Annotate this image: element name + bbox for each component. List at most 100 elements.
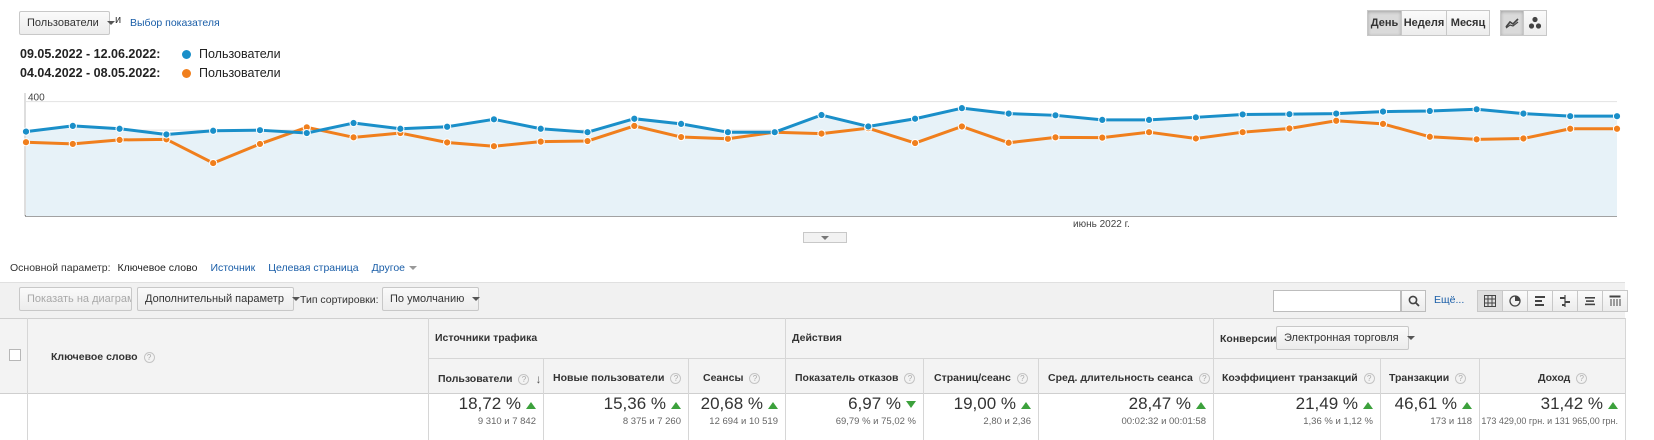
data-point bbox=[302, 128, 311, 138]
data-point bbox=[957, 122, 966, 131]
more-options-link[interactable]: Ещё... bbox=[1434, 294, 1465, 306]
data-point bbox=[443, 122, 452, 131]
data-point bbox=[209, 158, 218, 168]
data-point bbox=[1098, 115, 1107, 124]
total-compare: 173 429,00 грн. и 131 965,00 грн. bbox=[1481, 416, 1618, 426]
table-search-input[interactable] bbox=[1273, 290, 1401, 312]
data-point bbox=[817, 110, 826, 120]
column-header-users[interactable]: Пользователи? ↓ bbox=[438, 372, 541, 386]
column-header-pages-per-session[interactable]: Страниц/сеанс? bbox=[934, 372, 1028, 384]
trend-up-icon bbox=[671, 401, 681, 409]
table-header-checkbox[interactable] bbox=[9, 349, 21, 361]
dimension-other-dropdown[interactable]: Другое bbox=[371, 262, 418, 274]
data-point bbox=[1472, 105, 1481, 114]
chevron-down-icon bbox=[821, 235, 829, 240]
data-point bbox=[115, 124, 124, 133]
total-value: 15,36 % bbox=[603, 394, 666, 413]
sort-desc-icon: ↓ bbox=[535, 372, 542, 386]
secondary-dimension-select[interactable]: Дополнительный параметр bbox=[137, 287, 300, 311]
legend-series-name: Пользователи bbox=[199, 47, 281, 61]
dimension-landing-page-link[interactable]: Целевая страница bbox=[268, 262, 359, 274]
legend-previous-period: 04.04.2022 - 08.05.2022: Пользователи bbox=[20, 66, 281, 80]
data-point bbox=[255, 139, 265, 149]
column-header-transactions[interactable]: Транзакции? bbox=[1389, 372, 1467, 384]
chevron-down-icon bbox=[409, 266, 418, 270]
and-label: и bbox=[115, 14, 122, 26]
legend-current-period: 09.05.2022 - 12.06.2022: Пользователи bbox=[20, 47, 281, 61]
metric-header-row-divider bbox=[428, 358, 1625, 359]
column-header-revenue[interactable]: Доход? bbox=[1538, 372, 1588, 384]
data-point bbox=[1004, 138, 1013, 147]
sort-type-select[interactable]: По умолчанию bbox=[382, 287, 481, 311]
data-point bbox=[21, 127, 31, 136]
show-on-chart-label: Показать на диаграмме bbox=[27, 293, 131, 305]
data-point bbox=[1378, 119, 1388, 128]
column-header-label: Пользователи bbox=[438, 373, 513, 385]
data-point bbox=[1612, 124, 1622, 133]
view-pie-button[interactable] bbox=[1502, 290, 1528, 312]
data-point bbox=[1238, 128, 1247, 137]
data-point bbox=[162, 130, 171, 139]
group-header-conversions: Конверсии bbox=[1220, 333, 1277, 345]
column-header-label: Сред. длительность сеанса bbox=[1048, 372, 1193, 384]
column-header-label: Сеансы bbox=[703, 372, 744, 384]
column-header-transaction-rate[interactable]: Коэффициент транзакций? bbox=[1222, 372, 1375, 384]
data-point bbox=[349, 118, 358, 128]
data-point bbox=[1566, 124, 1575, 133]
metric-select[interactable]: Пользователи bbox=[19, 11, 115, 35]
view-term-cloud-button[interactable] bbox=[1577, 290, 1603, 312]
view-table-button[interactable] bbox=[1477, 290, 1503, 312]
data-point bbox=[1144, 128, 1154, 137]
help-icon: ? bbox=[518, 373, 530, 385]
data-point bbox=[677, 132, 686, 142]
column-header-avg-session-duration[interactable]: Сред. длительность сеанса? bbox=[1048, 372, 1210, 384]
help-icon: ? bbox=[670, 372, 682, 384]
conversion-type-select[interactable]: Электронная торговля bbox=[1276, 326, 1415, 350]
dimension-other-label: Другое bbox=[371, 262, 406, 274]
column-header-new-users[interactable]: Новые пользователи? bbox=[553, 372, 682, 384]
data-point bbox=[1332, 116, 1341, 125]
column-header-bounce-rate[interactable]: Показатель отказов? bbox=[795, 372, 916, 384]
data-point bbox=[1378, 107, 1388, 116]
total-value: 18,72 % bbox=[458, 394, 521, 413]
trend-up-icon bbox=[1462, 401, 1472, 409]
motion-chart-button[interactable] bbox=[1523, 10, 1547, 36]
x-axis-label: июнь 2022 г. bbox=[1073, 219, 1130, 230]
show-on-chart-button[interactable]: Показать на диаграмме bbox=[19, 287, 132, 311]
data-point bbox=[677, 119, 686, 128]
period-month-button[interactable]: Месяц bbox=[1446, 10, 1490, 36]
trend-up-icon bbox=[768, 401, 778, 409]
data-point bbox=[489, 115, 499, 124]
data-point bbox=[1332, 109, 1341, 118]
view-comparison-button[interactable] bbox=[1552, 290, 1578, 312]
chevron-down-icon bbox=[1406, 336, 1415, 340]
pivot-icon bbox=[1609, 295, 1621, 306]
data-point bbox=[1285, 124, 1294, 133]
total-value: 21,49 % bbox=[1295, 394, 1358, 413]
period-day-button[interactable]: День bbox=[1367, 10, 1402, 36]
period-week-button[interactable]: Неделя bbox=[1401, 10, 1447, 36]
column-header-sessions[interactable]: Сеансы? bbox=[703, 372, 761, 384]
total-compare: 2,80 и 2,36 bbox=[983, 416, 1031, 427]
total-value: 31,42 % bbox=[1540, 394, 1603, 413]
data-point bbox=[396, 124, 405, 133]
view-pivot-button[interactable] bbox=[1602, 290, 1628, 312]
total-value: 19,00 % bbox=[953, 394, 1016, 413]
dimension-source-link[interactable]: Источник bbox=[210, 262, 256, 274]
data-point bbox=[21, 138, 31, 147]
collapse-chart-handle[interactable] bbox=[803, 232, 847, 243]
dimension-column-header[interactable]: Ключевое слово ? bbox=[51, 351, 155, 363]
help-icon: ? bbox=[1016, 372, 1028, 384]
total-pages-per-session: 19,00 % 2,80 и 2,36 bbox=[923, 394, 1031, 427]
choose-metric-link[interactable]: Выбор показателя bbox=[130, 17, 220, 29]
search-button[interactable] bbox=[1401, 290, 1426, 312]
data-point bbox=[817, 129, 826, 138]
data-point bbox=[1238, 110, 1247, 119]
trend-down-icon bbox=[906, 400, 916, 408]
trend-up-icon bbox=[1196, 401, 1206, 409]
view-performance-button[interactable] bbox=[1527, 290, 1553, 312]
data-point bbox=[68, 139, 77, 149]
chevron-down-icon bbox=[291, 297, 300, 301]
column-header-label: Страниц/сеанс bbox=[934, 372, 1011, 384]
line-chart-button[interactable] bbox=[1500, 10, 1524, 36]
